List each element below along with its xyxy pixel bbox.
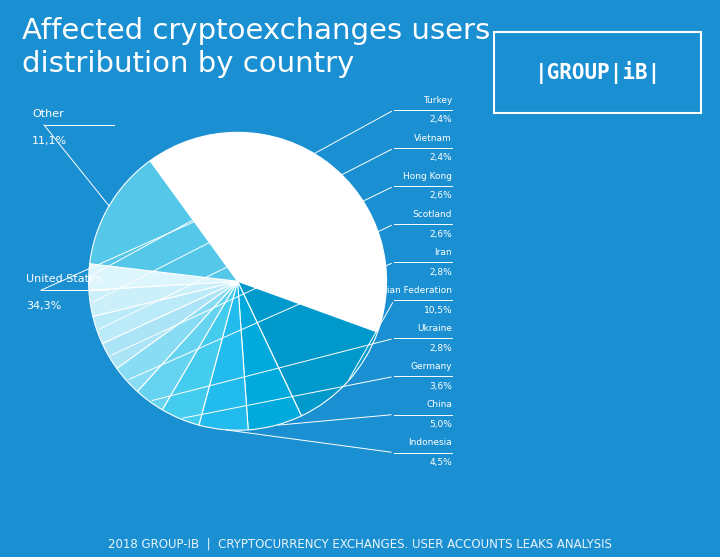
Text: 10,5%: 10,5%: [423, 306, 452, 315]
Text: United States: United States: [26, 274, 102, 284]
Wedge shape: [199, 281, 248, 430]
Wedge shape: [90, 161, 238, 281]
Text: 3,6%: 3,6%: [429, 382, 452, 391]
Text: Scotland: Scotland: [413, 210, 452, 219]
Wedge shape: [150, 133, 387, 332]
Text: 2,6%: 2,6%: [429, 192, 452, 201]
Text: 34,3%: 34,3%: [26, 301, 61, 311]
Text: China: China: [426, 400, 452, 409]
Text: 2,4%: 2,4%: [430, 153, 452, 163]
Wedge shape: [93, 281, 238, 344]
Text: 2,8%: 2,8%: [429, 344, 452, 353]
Text: Vietnam: Vietnam: [415, 134, 452, 143]
Text: Iran: Iran: [434, 248, 452, 257]
Wedge shape: [102, 281, 238, 368]
Text: 11,1%: 11,1%: [32, 136, 67, 146]
Text: Affected cryptoexchanges users
distribution by country: Affected cryptoexchanges users distribut…: [22, 17, 490, 78]
Text: 2,4%: 2,4%: [430, 115, 452, 124]
Text: 2,8%: 2,8%: [429, 267, 452, 277]
Wedge shape: [89, 281, 238, 316]
Text: 2018 GROUP-IB  |  CRYPTOCURRENCY EXCHANGES. USER ACCOUNTS LEAKS ANALYSIS: 2018 GROUP-IB | CRYPTOCURRENCY EXCHANGES…: [108, 538, 612, 550]
Text: Hong Kong: Hong Kong: [403, 172, 452, 181]
Text: 4,5%: 4,5%: [429, 458, 452, 467]
Wedge shape: [238, 281, 302, 430]
Text: |GROUP|iB|: |GROUP|iB|: [534, 61, 661, 84]
Wedge shape: [238, 281, 377, 416]
Text: 2,6%: 2,6%: [429, 229, 452, 238]
Text: Ukraine: Ukraine: [417, 324, 452, 333]
Text: Germany: Germany: [410, 362, 452, 371]
Text: 5,0%: 5,0%: [429, 420, 452, 429]
Wedge shape: [138, 281, 238, 410]
Text: Russian Federation: Russian Federation: [366, 286, 452, 295]
Wedge shape: [117, 281, 238, 392]
Text: Turkey: Turkey: [423, 96, 452, 105]
Wedge shape: [89, 263, 238, 290]
Text: Other: Other: [32, 109, 64, 119]
Wedge shape: [162, 281, 238, 425]
Text: Indonesia: Indonesia: [408, 438, 452, 447]
